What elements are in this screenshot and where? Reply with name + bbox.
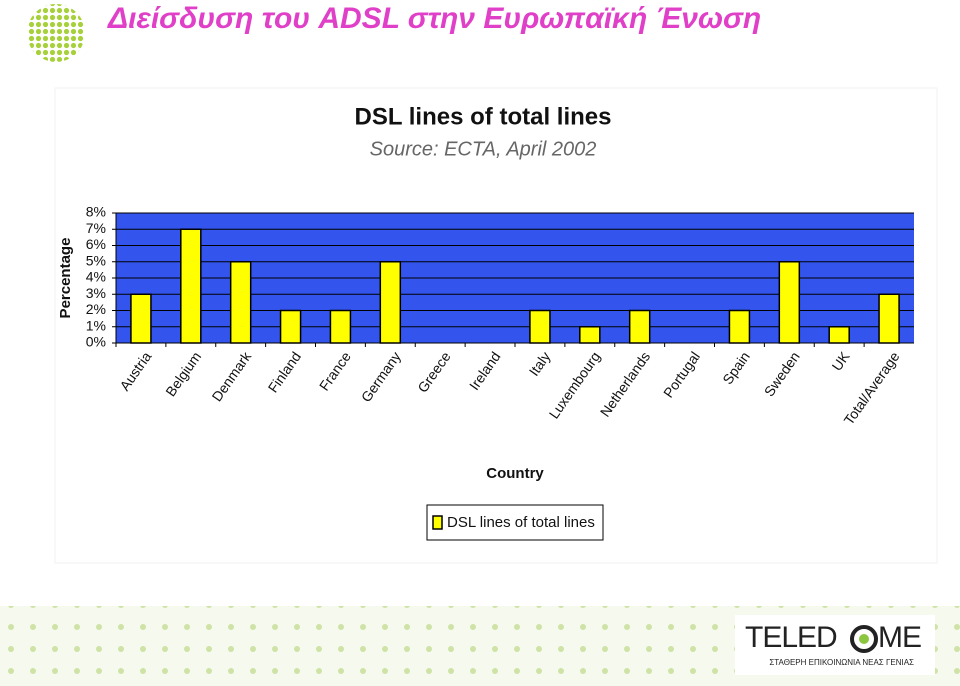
y-tick-label: 5% xyxy=(86,252,106,268)
bar xyxy=(728,309,751,344)
logo-text: TELED xyxy=(745,621,837,654)
y-tick-label: 3% xyxy=(86,285,106,301)
bar xyxy=(180,228,202,344)
y-axis-title: Percentage xyxy=(57,238,74,319)
y-tick-label: 8% xyxy=(86,204,106,220)
bar xyxy=(878,293,900,344)
bar xyxy=(130,293,152,344)
x-axis-title: Country xyxy=(486,465,544,482)
bar xyxy=(379,261,402,344)
bar xyxy=(229,261,252,344)
y-tick-label: 2% xyxy=(86,301,106,317)
logo-tagline: ΣΤΑΘΕΡΗ ΕΠΙΚΟΙΝΩΝΙΑ ΝΕΑΣ ΓΕΝΙΑΣ xyxy=(769,658,914,667)
y-tick-label: 0% xyxy=(86,334,106,350)
bar xyxy=(529,309,551,344)
slide-title: Διείσδυση του ADSL στην Ευρωπαϊκή Ένωση xyxy=(107,2,761,35)
chart-title: DSL lines of total lines xyxy=(355,103,612,130)
legend-key xyxy=(432,515,443,530)
chart-subtitle: Source: ECTA, April 2002 xyxy=(370,138,597,160)
bar xyxy=(579,326,601,344)
legend-box xyxy=(426,504,604,541)
dot-logo xyxy=(28,4,84,62)
bar xyxy=(778,261,801,344)
y-tick-label: 7% xyxy=(86,220,106,236)
logo-o xyxy=(850,625,878,653)
y-tick-label: 1% xyxy=(86,317,106,333)
bar xyxy=(828,326,850,344)
y-tick-label: 4% xyxy=(86,269,106,285)
logo-text: ME xyxy=(878,621,921,654)
logo-box xyxy=(735,615,935,675)
bar xyxy=(279,309,302,344)
y-tick-label: 6% xyxy=(86,236,106,252)
legend-label: DSL lines of total lines xyxy=(447,514,595,531)
logo-o-dot xyxy=(859,634,869,644)
bar xyxy=(628,309,651,344)
bar xyxy=(329,309,352,344)
